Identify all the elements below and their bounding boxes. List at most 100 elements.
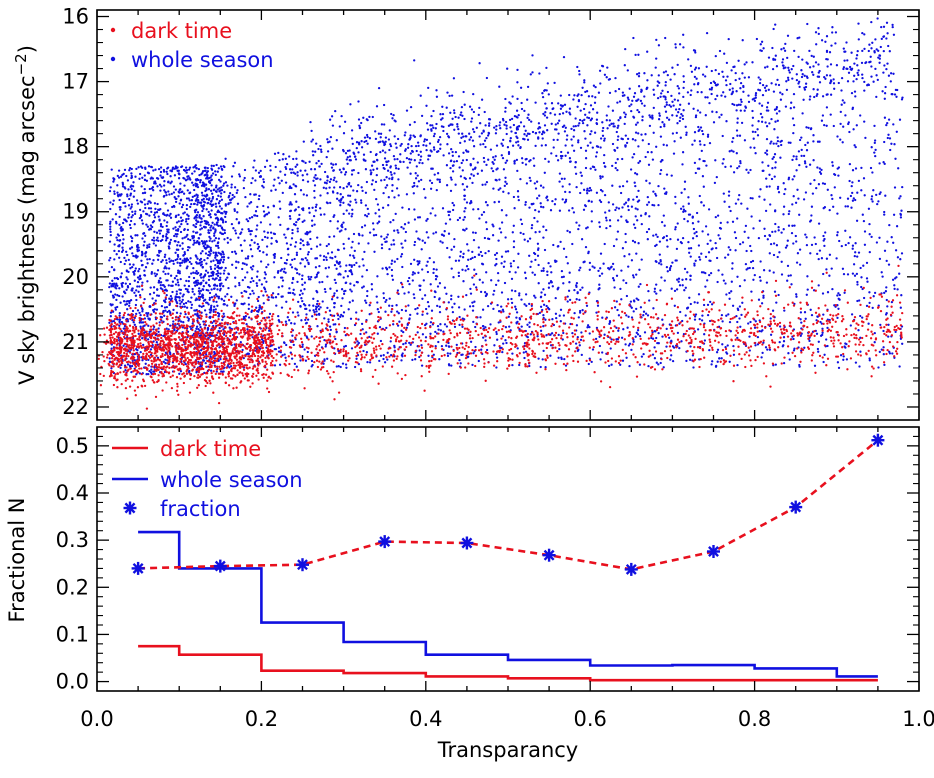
whole-season-point [222, 299, 226, 302]
whole-season-point [304, 304, 307, 307]
whole-season-point [736, 121, 739, 124]
whole-season-point [850, 313, 854, 316]
whole-season-point [182, 253, 185, 257]
whole-season-point [800, 148, 803, 152]
whole-season-point [222, 258, 226, 261]
whole-season-point [302, 193, 305, 196]
whole-season-point [898, 197, 901, 200]
whole-season-point [388, 177, 391, 180]
whole-season-point [236, 189, 239, 192]
whole-season-point [457, 259, 461, 262]
whole-season-point [382, 292, 385, 295]
whole-season-point [127, 216, 130, 219]
whole-season-point [187, 370, 191, 374]
whole-season-point [136, 244, 139, 247]
whole-season-point [510, 301, 514, 305]
whole-season-point [774, 209, 777, 212]
whole-season-point [221, 221, 225, 224]
whole-season-point [503, 184, 506, 188]
whole-season-point [634, 335, 637, 338]
whole-season-point [749, 146, 752, 149]
whole-season-point [310, 275, 313, 279]
whole-season-point [402, 330, 405, 334]
whole-season-point [582, 208, 586, 211]
whole-season-point [160, 260, 163, 264]
whole-season-point [306, 241, 309, 244]
whole-season-point [202, 244, 205, 248]
whole-season-point [556, 138, 559, 142]
whole-season-point [306, 253, 310, 256]
whole-season-point [216, 311, 220, 315]
whole-season-point [288, 155, 291, 158]
whole-season-point [138, 278, 141, 281]
whole-season-point [871, 306, 874, 310]
whole-season-point [502, 342, 505, 345]
whole-season-point [888, 350, 891, 353]
whole-season-point [446, 246, 449, 250]
whole-season-point [177, 190, 180, 193]
whole-season-point [438, 282, 442, 285]
whole-season-point [132, 254, 135, 258]
whole-season-point [635, 195, 639, 199]
whole-season-point [293, 193, 297, 196]
whole-season-point [243, 239, 246, 242]
whole-season-point [785, 244, 789, 247]
whole-season-point [562, 275, 565, 278]
whole-season-point [757, 236, 761, 240]
whole-season-point [580, 182, 583, 185]
whole-season-point [728, 297, 731, 300]
whole-season-point [145, 223, 148, 226]
whole-season-point [708, 88, 712, 91]
whole-season-point [221, 251, 225, 254]
whole-season-point [134, 175, 137, 178]
whole-season-point [759, 188, 762, 191]
whole-season-point [206, 174, 209, 177]
whole-season-point [262, 210, 266, 213]
whole-season-point [367, 212, 370, 216]
whole-season-point [493, 158, 496, 161]
whole-season-point [459, 175, 463, 178]
whole-season-point [184, 301, 188, 305]
whole-season-point [201, 293, 204, 296]
whole-season-point [563, 201, 567, 204]
whole-season-point [119, 260, 122, 264]
whole-season-point [711, 247, 714, 250]
whole-season-point [155, 294, 159, 297]
whole-season-point [265, 245, 269, 248]
whole-season-point [581, 309, 584, 312]
whole-season-point [795, 295, 798, 298]
whole-season-point [795, 293, 798, 296]
whole-season-point [216, 217, 219, 220]
whole-season-point [693, 318, 697, 321]
whole-season-point [313, 189, 316, 193]
whole-season-point [502, 265, 506, 268]
whole-season-point [727, 253, 730, 256]
whole-season-point [207, 231, 210, 234]
whole-season-point [308, 309, 311, 312]
whole-season-point [809, 252, 812, 255]
whole-season-point [842, 272, 846, 276]
whole-season-point [398, 320, 401, 323]
whole-season-point [304, 322, 308, 325]
whole-season-point [847, 241, 850, 245]
whole-season-point [644, 133, 647, 136]
whole-season-point [330, 166, 334, 169]
whole-season-point [340, 197, 343, 201]
whole-season-point [495, 257, 498, 261]
whole-season-point [554, 296, 557, 300]
whole-season-point [219, 278, 222, 282]
whole-season-point [241, 228, 244, 231]
whole-season-point [181, 298, 184, 302]
whole-season-point [215, 184, 218, 187]
whole-season-point [295, 150, 298, 153]
whole-season-point [557, 132, 560, 135]
whole-season-point [401, 285, 404, 289]
whole-season-point [648, 299, 651, 302]
whole-season-point [400, 329, 403, 332]
whole-season-point [141, 337, 144, 340]
whole-season-point [411, 279, 414, 282]
whole-season-point [845, 342, 848, 346]
whole-season-point [718, 237, 722, 240]
whole-season-point [180, 205, 184, 209]
whole-season-point [349, 200, 352, 203]
